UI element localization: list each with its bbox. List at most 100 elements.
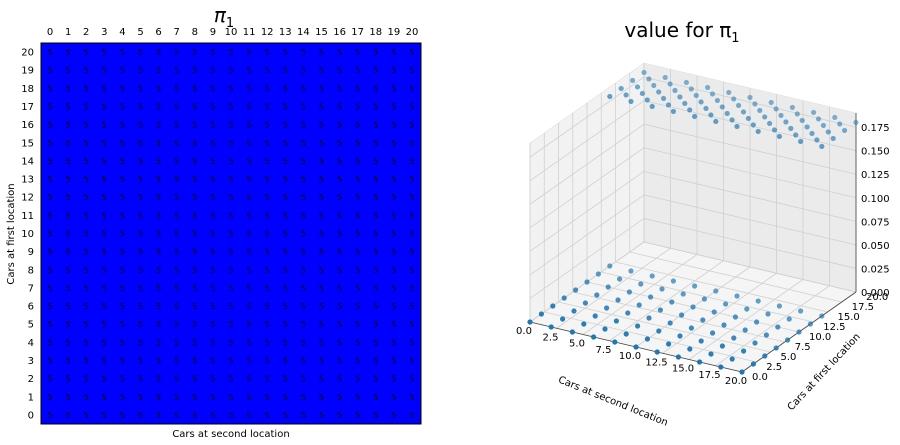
heatmap-cell-label: 5 <box>247 248 252 257</box>
heatmap-cell-label: 5 <box>337 338 342 347</box>
scatter-z-tick: 0.050 <box>861 241 890 252</box>
heatmap-cell-label: 5 <box>409 211 414 220</box>
scatter-point <box>723 301 729 307</box>
heatmap-cell-label: 5 <box>138 248 143 257</box>
heatmap-cell-label: 5 <box>301 338 306 347</box>
scatter-y-tick: 17.5 <box>852 302 874 313</box>
scatter-point <box>708 112 714 118</box>
heatmap-cell-label: 5 <box>391 266 396 275</box>
scatter-point <box>644 336 651 342</box>
scatter-point <box>628 268 634 274</box>
scatter-x-tick: 17.5 <box>698 370 720 381</box>
scatter-point <box>682 100 688 107</box>
heatmap-cell-label: 5 <box>102 103 107 112</box>
heatmap-cell-label: 5 <box>210 103 215 112</box>
heatmap-cell-label: 5 <box>301 302 306 311</box>
scatter-point <box>755 298 761 304</box>
heatmap-cell-label: 5 <box>319 103 324 112</box>
heatmap-cell-label: 5 <box>247 393 252 402</box>
heatmap-cell-label: 5 <box>48 302 53 311</box>
heatmap-cell-label: 5 <box>156 121 161 130</box>
heatmap-cell-label: 5 <box>247 84 252 93</box>
heatmap-cell-label: 5 <box>48 157 53 166</box>
scatter-point <box>679 312 685 318</box>
heatmap-cell-label: 5 <box>283 175 288 184</box>
heatmap-y-axis-label: Cars at first location <box>6 183 17 284</box>
gridline <box>643 123 857 175</box>
heatmap-cell-label: 5 <box>337 157 342 166</box>
heatmap-cell-label: 5 <box>265 139 270 148</box>
heatmap-cell-label: 5 <box>301 211 306 220</box>
heatmap-cell-label: 5 <box>84 139 89 148</box>
heatmap-cell-label: 5 <box>174 302 179 311</box>
heatmap-cell-label: 5 <box>138 320 143 329</box>
heatmap-cell-label: 5 <box>228 211 233 220</box>
heatmap-cell-label: 5 <box>319 121 324 130</box>
heatmap-cell-label: 5 <box>192 103 197 112</box>
heatmap-cell-label: 5 <box>120 84 125 93</box>
heatmap-cell-label: 5 <box>319 411 324 420</box>
gridline <box>529 100 645 182</box>
heatmap-cell-label: 5 <box>174 375 179 384</box>
heatmap-cell-label: 5 <box>156 320 161 329</box>
heatmap-cell-label: 5 <box>337 103 342 112</box>
heatmap-cell-label: 5 <box>156 266 161 275</box>
heatmap-cell-label: 5 <box>120 48 125 57</box>
heatmap-cell-label: 5 <box>210 139 215 148</box>
scatter-point <box>837 121 843 127</box>
heatmap-cell-label: 5 <box>102 284 107 293</box>
heatmap-cell-label: 5 <box>210 357 215 366</box>
heatmap-cell-label: 5 <box>156 139 161 148</box>
heatmap-cell-label: 5 <box>102 139 107 148</box>
heatmap-cell-label: 5 <box>120 139 125 148</box>
scatter-point <box>634 84 641 90</box>
heatmap-cell-label: 5 <box>84 48 89 57</box>
heatmap-cell-label: 5 <box>391 66 396 75</box>
heatmap-cell-label: 5 <box>391 357 396 366</box>
scatter-point <box>584 279 590 285</box>
heatmap-y-tick: 4 <box>28 338 34 349</box>
heatmap-cell-label: 5 <box>138 157 143 166</box>
heatmap-cell-label: 5 <box>409 193 414 202</box>
heatmap-cell-label: 5 <box>283 266 288 275</box>
heatmap-cell-label: 5 <box>301 411 306 420</box>
scatter-point <box>807 321 814 327</box>
heatmap-cell-label: 5 <box>265 248 270 257</box>
heatmap-cell-label: 5 <box>247 357 252 366</box>
heatmap-cell-label: 5 <box>283 193 288 202</box>
heatmap-cell-label: 5 <box>102 48 107 57</box>
heatmap-y-tick: 18 <box>21 84 34 95</box>
scatter-point <box>692 283 698 289</box>
heatmap-y-tick: 16 <box>21 120 34 131</box>
scatter-point <box>548 324 554 330</box>
heatmap-cell-label: 5 <box>174 84 179 93</box>
heatmap-cell-label: 5 <box>138 211 143 220</box>
scatter-point <box>659 286 665 292</box>
scatter-point <box>607 263 613 269</box>
heatmap-cell-label: 5 <box>391 230 396 239</box>
scatter-point <box>690 304 696 310</box>
heatmap-cell-label: 5 <box>283 211 288 220</box>
scatter-point <box>592 313 598 319</box>
heatmap-y-tick: 9 <box>28 247 34 258</box>
heatmap-cell-label: 5 <box>373 411 378 420</box>
gridline <box>529 123 645 205</box>
heatmap-cell-label: 5 <box>138 121 143 130</box>
heatmap-cell-label: 5 <box>210 121 215 130</box>
heatmap-cell-label: 5 <box>391 284 396 293</box>
scatter-point <box>571 308 577 314</box>
heatmap-cell-label: 5 <box>228 84 233 93</box>
heatmap-cell-label: 5 <box>138 302 143 311</box>
heatmap-cell-label: 5 <box>355 393 360 402</box>
heatmap-cell-label: 5 <box>156 211 161 220</box>
gridline <box>643 241 857 293</box>
heatmap-x-tick: 3 <box>101 27 107 38</box>
scatter-z-tick: 0.100 <box>861 194 890 205</box>
heatmap-cell-label: 5 <box>373 357 378 366</box>
scatter-point <box>767 120 773 127</box>
scatter-point <box>752 101 758 107</box>
heatmap-cell-label: 5 <box>66 175 71 184</box>
heatmap-cell-label: 5 <box>319 175 324 184</box>
heatmap-cell-label: 5 <box>301 320 306 329</box>
scatter-point <box>750 361 757 367</box>
